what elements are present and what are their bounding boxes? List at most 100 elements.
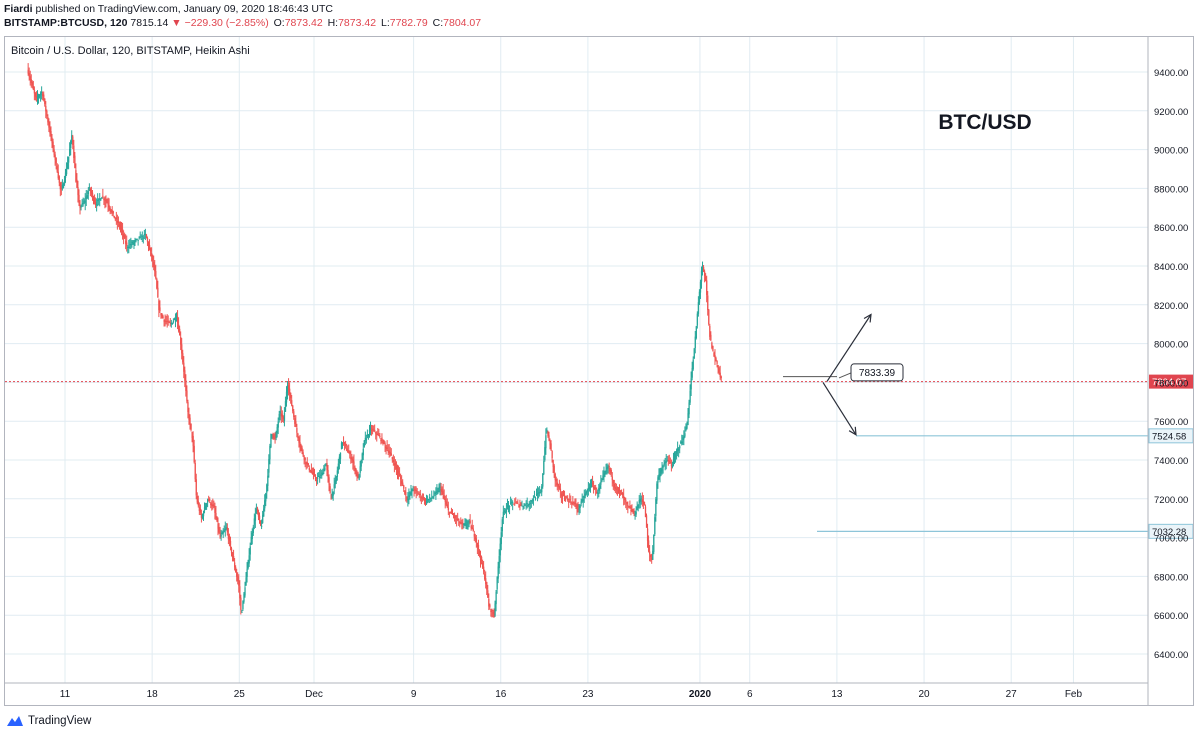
candle-body	[179, 328, 181, 336]
candle-body	[628, 506, 630, 508]
candle-body	[299, 442, 301, 447]
candle-body	[293, 411, 295, 417]
candle-body	[462, 523, 464, 525]
candle-body	[387, 450, 389, 452]
candle-body	[577, 505, 579, 507]
candle-body	[187, 402, 189, 412]
candle-body	[574, 502, 576, 504]
candle-body	[430, 498, 432, 500]
candle-body	[202, 513, 205, 517]
published-text: published on TradingView.com, January 09…	[35, 3, 334, 15]
candle-body	[525, 505, 527, 507]
candle-body	[214, 508, 216, 513]
candle-body	[573, 502, 575, 504]
candle-body	[451, 513, 454, 515]
candle-body	[529, 502, 531, 504]
candle-body	[264, 500, 266, 509]
candle-body	[443, 495, 445, 499]
candle-body	[109, 207, 111, 210]
candle-body	[225, 527, 228, 529]
candle-body	[656, 483, 658, 501]
candle-body	[652, 550, 654, 560]
candle-body	[327, 469, 329, 478]
chart-annotation[interactable]: BTC/USD	[938, 111, 1031, 134]
candle-body	[196, 495, 198, 503]
candle-body	[439, 486, 441, 489]
arrow-down-projection-head	[848, 426, 857, 436]
candle-body	[668, 460, 671, 462]
candle-body	[718, 368, 720, 373]
candle-body	[292, 405, 294, 412]
candle-body	[568, 501, 570, 503]
candle-body	[147, 242, 150, 247]
candle-body	[354, 467, 356, 471]
candle-body	[274, 437, 276, 439]
candle-body	[143, 234, 146, 236]
candle-body	[306, 462, 308, 465]
candle-body	[181, 344, 183, 354]
candle-body	[518, 505, 520, 507]
candle-body	[310, 470, 313, 473]
candle-body	[421, 497, 424, 499]
candle-body	[74, 155, 76, 169]
candle-body	[228, 535, 231, 541]
candle-body	[108, 205, 110, 208]
candle-body	[40, 93, 42, 95]
candle-body	[198, 506, 201, 511]
candle-body	[91, 192, 94, 196]
candle-body	[469, 520, 471, 524]
candle-body	[687, 413, 689, 426]
candle-body	[508, 506, 511, 508]
candle-body	[212, 504, 214, 506]
candle-body	[209, 499, 211, 501]
candle-body	[401, 480, 403, 484]
candle-body	[412, 489, 414, 492]
candle-body	[720, 376, 722, 379]
candle-body	[276, 427, 278, 434]
candle-body	[444, 498, 446, 502]
candle-body	[587, 487, 590, 490]
candle-body	[101, 197, 103, 199]
candle-body	[647, 540, 650, 551]
candle-body	[174, 319, 177, 321]
candle-body	[313, 473, 316, 476]
candle-body	[388, 450, 390, 454]
candle-body	[185, 380, 187, 391]
candle-body	[346, 448, 348, 451]
price-change: −229.30 (−2.85%)	[184, 17, 269, 29]
candle-body	[149, 247, 152, 252]
candle-body	[138, 237, 140, 239]
candle-body	[224, 528, 226, 531]
candle-body	[43, 94, 45, 100]
candle-body	[712, 345, 714, 352]
candle-body	[521, 505, 523, 507]
candle-body	[301, 447, 303, 451]
candle-body	[636, 506, 638, 510]
candle-body	[457, 519, 459, 521]
candle-body	[284, 401, 287, 412]
candle-body	[84, 200, 86, 203]
candle-body	[699, 281, 702, 293]
candle-body	[153, 261, 155, 268]
candle-body	[414, 488, 416, 490]
candle-body	[90, 190, 93, 194]
high-value: 7873.42	[338, 17, 377, 29]
candle-body	[307, 463, 309, 466]
candle-body	[204, 505, 207, 510]
candle-body	[184, 370, 186, 381]
y-tick-label: 7200.00	[1154, 495, 1188, 506]
candle-body	[405, 492, 407, 496]
candle-body	[398, 473, 401, 477]
candle-body	[245, 577, 247, 586]
candle-body	[474, 536, 477, 540]
price-chart[interactable]: 7804.07 7524.58 7032.28 7833.39 6400.00 6600…	[5, 37, 1193, 705]
candle-body	[416, 491, 418, 493]
candle-body	[93, 199, 96, 203]
publisher-name[interactable]: Fiardi	[4, 3, 33, 15]
candle-body	[691, 367, 693, 378]
chart-pane[interactable]: 7804.07 7524.58 7032.28 7833.39 6400.00 6600…	[4, 36, 1194, 706]
candle-body	[231, 552, 234, 558]
footer-brand[interactable]: TradingView	[6, 712, 91, 730]
candle-body	[220, 534, 222, 537]
candle-body	[217, 523, 219, 529]
